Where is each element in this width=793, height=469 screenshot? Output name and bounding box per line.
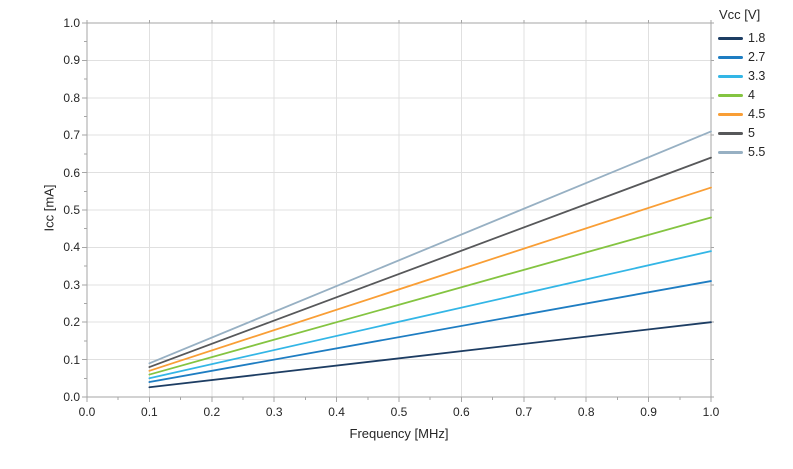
x-tick-label: 0.9 [640, 405, 657, 419]
legend-item-4: 4 [718, 86, 765, 105]
y-tick-label: 0.8 [63, 90, 80, 105]
y-tick-label: 1.0 [63, 16, 80, 30]
legend-line-swatch [718, 94, 743, 97]
series-line-5.5 [148, 130, 712, 365]
legend-line-swatch [718, 151, 743, 154]
series-line-2.7 [148, 280, 712, 383]
y-tick-label: 0.2 [63, 315, 80, 330]
x-tick-label: 0.4 [328, 405, 345, 419]
legend-item-2.7: 2.7 [718, 48, 765, 67]
legend-label: 1.8 [748, 31, 766, 45]
legend-line-swatch [718, 113, 743, 116]
legend-label: 3.3 [748, 69, 766, 83]
legend-label: 2.7 [748, 50, 766, 64]
x-tick-label: 0.1 [141, 405, 158, 419]
legend-item-1.8: 1.8 [718, 29, 765, 48]
y-tick-label: 0.5 [63, 203, 80, 217]
x-tick-label: 0.3 [265, 405, 283, 419]
x-tick-label: 0.5 [390, 405, 408, 419]
series-line-5 [148, 156, 712, 368]
legend-item-5: 5 [718, 124, 765, 143]
x-tick-label: 0.6 [453, 405, 470, 419]
series-line-4.5 [148, 186, 712, 372]
x-tick-label: 0.2 [203, 405, 221, 419]
legend-label: 5.5 [748, 145, 766, 159]
legend-line-swatch [718, 132, 743, 135]
series-line-4 [148, 216, 712, 376]
legend-item-3.3: 3.3 [718, 67, 765, 86]
x-tick-label: 0.0 [78, 405, 96, 419]
x-tick-label: 1.0 [702, 405, 720, 419]
legend-title: Vcc [V] [719, 7, 761, 22]
y-tick-label: 0.3 [63, 277, 80, 292]
x-tick-label: 0.7 [515, 405, 533, 419]
legend-line-swatch [718, 56, 743, 59]
x-axis-title: Frequency [MHz] [349, 426, 449, 441]
y-tick-label: 0.0 [63, 390, 80, 404]
legend: Vcc [V] 1.8 2.7 3.3 4 4.5 5 5.5 [718, 7, 765, 162]
y-tick-label: 0.9 [63, 53, 80, 68]
y-tick-label: 0.6 [63, 165, 80, 180]
legend-line-swatch [718, 37, 743, 40]
legend-item-5.5: 5.5 [718, 143, 765, 162]
series-line-3.3 [148, 250, 712, 380]
series-line-1.8 [148, 321, 712, 389]
plot-area [82, 20, 714, 402]
legend-label: 5 [748, 126, 755, 140]
y-tick-label: 0.7 [63, 128, 80, 143]
y-tick-label: 0.4 [63, 240, 80, 255]
legend-line-swatch [718, 75, 743, 78]
legend-item-4.5: 4.5 [718, 105, 765, 124]
legend-label: 4 [748, 88, 755, 102]
x-tick-label: 0.8 [577, 405, 595, 419]
legend-items: 1.8 2.7 3.3 4 4.5 5 5.5 [718, 29, 765, 162]
legend-label: 4.5 [748, 107, 766, 121]
y-tick-label: 0.1 [63, 352, 80, 367]
